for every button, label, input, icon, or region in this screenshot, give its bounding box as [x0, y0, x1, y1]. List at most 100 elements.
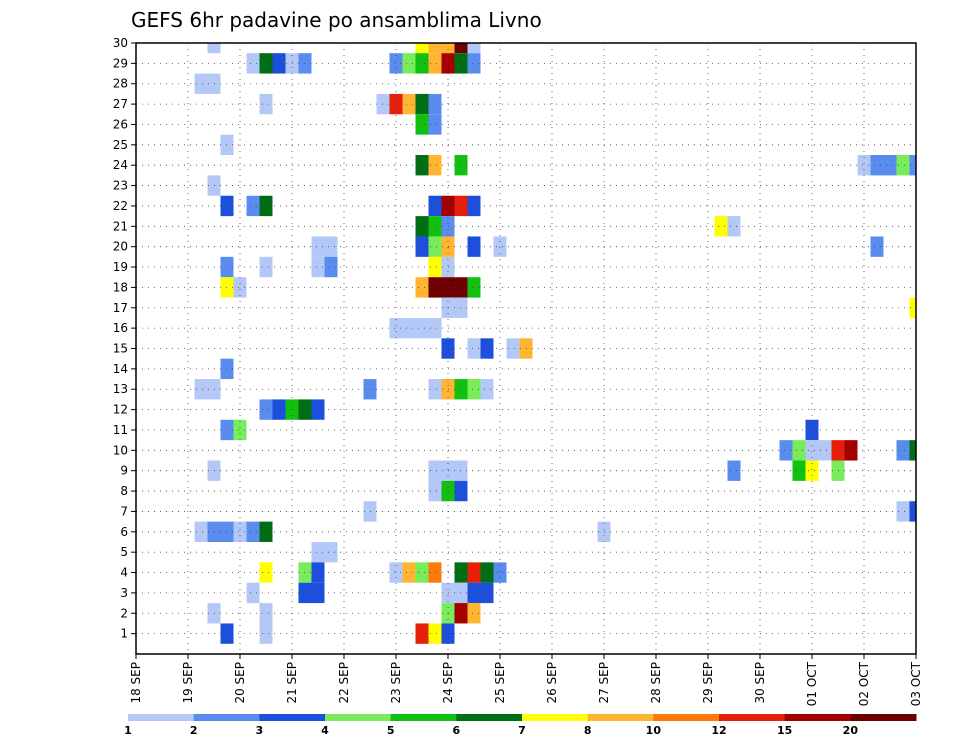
precip-cell: [467, 53, 481, 74]
y-tick-label: 23: [113, 179, 128, 193]
precip-cell: [428, 114, 442, 135]
colorbar-label: 20: [843, 724, 859, 737]
colorbar-swatch: [653, 714, 720, 721]
y-tick-label: 6: [120, 525, 128, 539]
precip-cell: [493, 562, 507, 583]
colorbar-label: 12: [711, 724, 726, 737]
precip-cell: [246, 521, 260, 542]
colorbar-label: 5: [387, 724, 395, 737]
precip-cell: [909, 440, 916, 461]
y-tick-label: 26: [113, 117, 128, 131]
y-tick-label: 20: [113, 240, 128, 254]
x-axis: 18 SEP 19 SEP 20 SEP 21 SEP 22 SEP 23 SEP 24 S…: [129, 654, 923, 706]
precip-cell: [194, 73, 208, 94]
precip-cell: [428, 277, 442, 298]
precip-cell: [428, 93, 442, 115]
precip-cell: [428, 195, 442, 217]
precip-cell: [415, 93, 429, 115]
precip-cell: [311, 236, 325, 257]
precip-cell: [428, 562, 442, 583]
precipitation-cells: [194, 43, 916, 644]
precip-cell: [259, 521, 273, 542]
precip-cell: [493, 236, 507, 257]
precip-cell: [324, 256, 338, 278]
precip-cell: [818, 440, 832, 461]
y-axis: 1234567891011121314151617181920212223242…: [113, 36, 136, 641]
precip-cell: [389, 53, 403, 74]
precip-cell: [428, 256, 442, 278]
y-tick-label: 8: [120, 484, 128, 498]
colorbar-swatch: [719, 714, 786, 721]
x-tick-label: 27 SEP: [597, 662, 611, 704]
precip-cell: [428, 155, 442, 176]
precip-cell: [896, 440, 910, 461]
precip-cell: [233, 419, 247, 441]
precip-cell: [870, 236, 884, 257]
precip-cell: [909, 297, 916, 318]
x-tick-label: 29 SEP: [701, 662, 715, 704]
precip-cell: [467, 338, 481, 359]
precip-cell: [428, 236, 442, 257]
colorbar-swatch: [587, 714, 654, 721]
y-tick-label: 2: [120, 606, 128, 620]
precip-cell: [428, 379, 442, 400]
precip-cell: [779, 440, 793, 461]
precip-cell: [909, 155, 916, 176]
precip-cell: [428, 317, 442, 339]
colorbar-label: 1: [124, 724, 132, 737]
precip-cell: [389, 93, 403, 115]
precip-cell: [259, 623, 273, 644]
precip-cell: [311, 256, 325, 278]
precip-cell: [259, 93, 273, 115]
precip-cell: [467, 236, 481, 257]
colorbar-label: 15: [777, 724, 792, 737]
y-tick-label: 9: [120, 464, 128, 478]
precip-cell: [480, 338, 494, 359]
y-tick-label: 5: [120, 545, 128, 559]
precip-cell: [415, 155, 429, 176]
precip-cell: [428, 480, 442, 502]
colorbar-label: 3: [256, 724, 264, 737]
colorbar-swatch: [522, 714, 589, 721]
colorbar-swatch: [128, 714, 195, 721]
precip-cell: [415, 623, 429, 644]
colorbar-swatch: [325, 714, 392, 721]
precip-cell: [909, 501, 916, 522]
precip-cell: [259, 256, 273, 278]
precip-cell: [896, 501, 910, 522]
grid-lines: [136, 42, 916, 654]
x-tick-label: 22 SEP: [337, 662, 351, 704]
y-tick-label: 18: [113, 280, 128, 294]
precip-cell: [402, 562, 416, 583]
y-tick-label: 17: [113, 301, 128, 315]
precip-cell: [246, 582, 260, 604]
precip-cell: [727, 460, 741, 481]
precip-cell: [194, 521, 208, 542]
colorbar-swatch: [784, 714, 851, 721]
precip-cell: [233, 521, 247, 542]
precip-cell: [428, 623, 442, 644]
colorbar-swatch: [456, 714, 523, 721]
precip-cell: [194, 379, 208, 400]
precip-cell: [467, 277, 481, 298]
colorbar-label: 8: [584, 724, 592, 737]
precip-cell: [441, 43, 455, 54]
precip-cell: [272, 399, 286, 420]
precip-cell: [805, 440, 819, 461]
precip-cell: [415, 277, 429, 298]
y-tick-label: 15: [113, 342, 128, 356]
y-tick-label: 27: [113, 97, 128, 111]
precip-cell: [259, 53, 273, 74]
y-tick-label: 19: [113, 260, 128, 274]
x-tick-label: 24 SEP: [441, 662, 455, 704]
precip-cell: [467, 562, 481, 583]
x-tick-label: 28 SEP: [649, 662, 663, 704]
x-tick-label: 03 OCT: [909, 661, 923, 706]
precip-cell: [805, 460, 819, 481]
precip-cell: [896, 155, 910, 176]
x-tick-label: 01 OCT: [805, 661, 819, 706]
precip-cell: [805, 419, 819, 441]
x-tick-label: 25 SEP: [493, 662, 507, 704]
y-tick-label: 21: [113, 219, 128, 233]
precip-cell: [402, 53, 416, 74]
